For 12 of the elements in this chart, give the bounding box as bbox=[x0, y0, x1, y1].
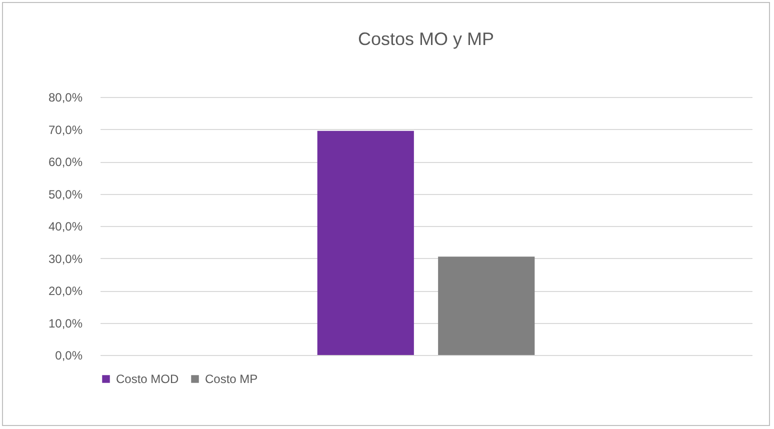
y-tick-label: 30,0% bbox=[48, 252, 83, 266]
y-tick-label: 0,0% bbox=[55, 348, 83, 362]
y-tick-label: 20,0% bbox=[48, 284, 83, 298]
y-tick-label: 50,0% bbox=[48, 187, 83, 202]
y-tick-label: 60,0% bbox=[48, 155, 83, 169]
y-tick-label: 10,0% bbox=[48, 316, 83, 330]
y-tick-label: 40,0% bbox=[48, 220, 83, 234]
chart-title: Costos MO y MP bbox=[358, 29, 494, 49]
legend-label: Costo MP bbox=[205, 372, 258, 386]
legend-label: Costo MOD bbox=[116, 372, 180, 386]
y-tick-label: 70,0% bbox=[48, 122, 83, 137]
y-tick-label: 80,0% bbox=[48, 90, 83, 104]
